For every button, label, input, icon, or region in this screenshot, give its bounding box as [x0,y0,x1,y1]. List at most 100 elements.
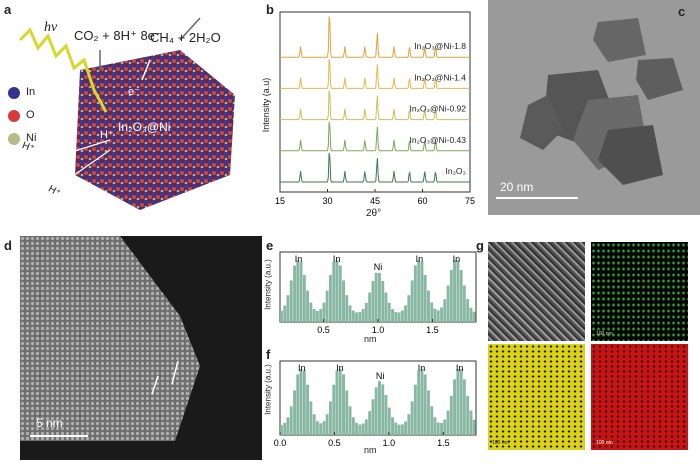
profile-bar [394,422,398,435]
y-axis-label: Intensity (a.u.) [263,259,273,310]
eds-map-haadf [488,242,585,341]
particle [593,18,646,62]
panel-b: 15 30 45 60 75 In₂O₃@Ni-1.8 In₂O₃@Ni-1.4 In₂O₃@… [261,0,484,228]
profile-bar [384,292,388,322]
scale-label: 5 nm [36,416,63,430]
nanocube [75,50,235,210]
profile-bar [338,265,342,322]
profile-bar [449,270,453,322]
x-tick-label: 0.5 [317,325,330,335]
profile-bar [469,410,473,435]
profile-bar [417,260,421,322]
profile-bar [400,424,404,435]
profile-bar [309,401,313,435]
profile-bar [378,272,381,322]
reaction-output: CH₄ + 2H₂O [150,30,221,45]
profile-bar [433,417,437,435]
xrd-series-line [280,90,470,121]
x-axis-label: 2θ° [366,208,382,219]
profile-bar [404,305,407,322]
crystal-region [20,236,200,441]
profile-bar [329,401,332,435]
photon-label: hν [44,20,58,35]
panel-label: a [4,2,12,17]
profile-bar [472,311,476,322]
profile-bar [351,417,355,435]
profile-bar [309,302,313,322]
profile-bar [381,384,385,435]
series-label: In₂O₃ [446,166,466,176]
x-tick-label: 30 [322,196,332,206]
scale-label: 100 nm [596,440,613,446]
profile-bar [443,299,447,322]
eds-map-o [591,344,688,450]
profile-bar [289,280,293,322]
profile-bar [345,390,349,435]
scale-label: 20 nm [500,180,534,194]
profile-bar [459,270,463,322]
profile-bar [391,309,394,322]
profile-bar [469,307,473,322]
particle [636,58,683,100]
profile-bar [387,302,391,322]
peak-label: In [416,254,424,264]
profile-bar [391,417,394,435]
profile-bar [364,419,368,435]
peak-label: In [298,363,306,373]
profile-bar [299,369,303,435]
peak-label: Ni [376,371,385,381]
profile-bar [335,370,339,435]
profile-bar [374,272,378,322]
profile-bar [296,260,300,322]
legend-dot-o [8,110,20,122]
profile-bar [342,280,345,322]
panel-c: c 20 nm [488,0,700,215]
profile-bar [322,421,326,435]
profile-bar [289,406,293,435]
profile-bar [407,295,411,322]
profile-bar [364,302,368,322]
line-profile-e [151,375,159,395]
panel-g: g 100 nm 100 nm 100 nm [476,236,700,460]
panel-e: 0.5 1.0 1.5 In In Ni In In e Intensity (a.u.) n… [262,236,484,344]
profile-bar [299,261,303,322]
profile-bar [312,414,316,435]
eds-map-ni [591,242,688,341]
profile-bar [348,305,352,322]
xrd-series-line [280,59,470,89]
panel-label: e [266,238,274,253]
profile-bar [361,309,365,322]
x-tick-label: 75 [465,196,475,206]
x-tick-label: 0.0 [274,438,287,448]
y-axis-label: Intensity (a.u) [261,77,271,133]
profile-bar [348,406,352,435]
particle [520,95,563,150]
profile-bar [397,312,401,322]
profile-bar [368,292,372,322]
tem-image [488,0,700,215]
profile-bar [413,265,417,322]
profile-bar [404,421,407,435]
profile-bar [410,401,414,435]
scale-label: 100 nm [596,331,613,337]
profile-chart-f: 0.0 0.5 1.0 1.5 In In Ni In In [274,360,477,448]
profile-bar [280,425,283,435]
profile-bar [443,419,447,435]
profile-bar [293,265,296,322]
proton-label: H⁺ [100,129,114,141]
profile-bar [436,310,440,322]
profile-bar [394,312,398,322]
profile-bar [312,309,316,322]
profile-bar [371,399,375,435]
profile-bar [459,369,463,435]
profile-bar [335,260,339,322]
plot-frame [279,11,471,193]
profile-bar [407,414,411,435]
panel-a: a hν CO₂ + 8H⁺ 8e⁻ CH₄ + 2H₂O e⁻ H⁺ H⁺ H… [0,0,262,228]
xrd-chart: 15 30 45 60 75 In₂O₃@Ni-1.8 In₂O₃@Ni-1.4 In₂O₃@… [275,11,475,206]
line-profile-f [171,360,179,385]
profile-bar [427,390,430,435]
legend-ni: Ni [26,132,37,144]
profile-bar [345,295,349,322]
profile-bar [462,285,466,322]
